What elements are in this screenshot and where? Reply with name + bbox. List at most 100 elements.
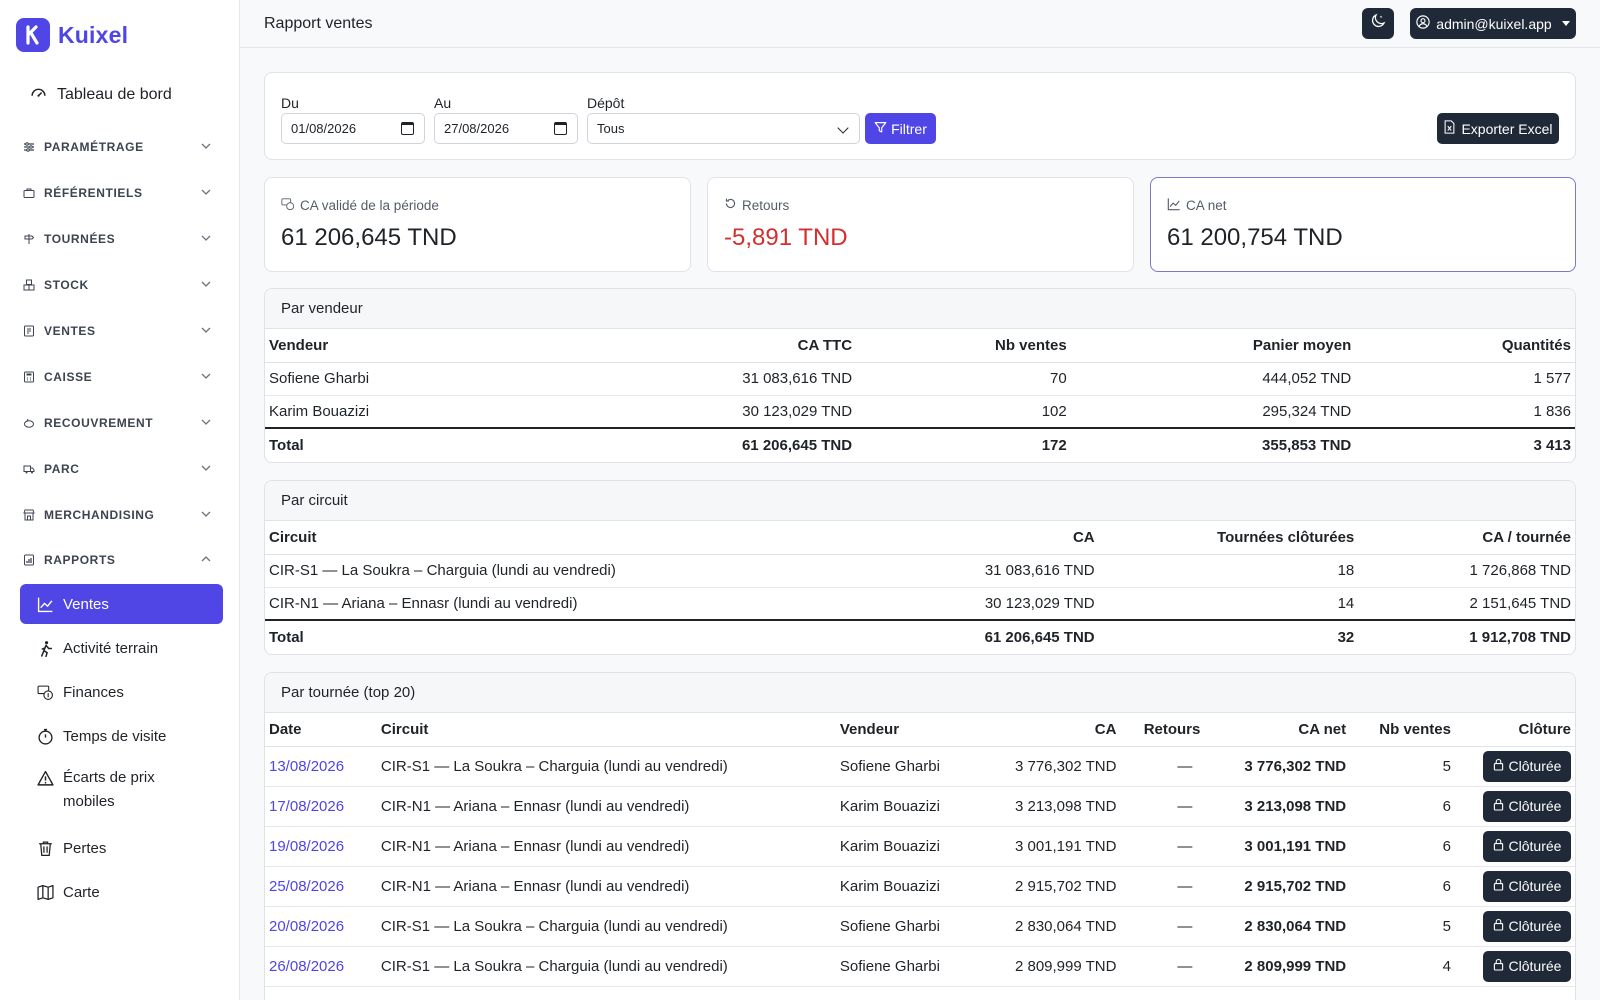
sidebar-section-stock[interactable]: STOCK	[22, 274, 218, 296]
sidebar-item-ecarts-prix[interactable]: Écarts de prix mobiles	[20, 762, 210, 814]
sidebar-section-tournees[interactable]: TOURNÉES	[22, 228, 218, 250]
sidebar-item-label: Pertes	[63, 839, 107, 857]
col-header[interactable]: Nb ventes	[1350, 713, 1455, 747]
col-header[interactable]: Vendeur	[265, 329, 465, 363]
cell-vendeur: Karim Bouazizi	[835, 786, 1006, 827]
sidebar-item-label: Ventes	[63, 595, 109, 613]
col-header[interactable]: CA TTC	[464, 329, 857, 363]
cell-retours: —	[1120, 866, 1205, 907]
sidebar-section-referentiels[interactable]: RÉFÉRENTIELS	[22, 182, 218, 204]
table-row: 20/08/2026 CIR-S1 — La Soukra – Charguia…	[265, 906, 1575, 947]
cell: 172	[856, 427, 1071, 461]
cell: 1 836	[1355, 395, 1575, 429]
table-row: 17/08/2026 CIR-N1 — Ariana – Ennasr (lun…	[265, 786, 1575, 827]
date-to-input[interactable]: 27/08/2026	[434, 113, 578, 144]
kpi-value: 61 200,754 TND	[1167, 224, 1343, 251]
section-label: STOCK	[44, 278, 89, 292]
col-header[interactable]: Tournées clôturées	[1098, 521, 1359, 555]
filter-button[interactable]: Filtrer	[865, 113, 936, 144]
cloture-label: Clôturée	[1508, 838, 1562, 854]
sidebar-section-ventes[interactable]: VENTES	[22, 320, 218, 342]
theme-toggle-button[interactable]	[1362, 8, 1394, 39]
export-excel-button[interactable]: Exporter Excel	[1437, 113, 1559, 144]
cell-vendeur: Sofiene Gharbi	[835, 946, 1006, 987]
col-header[interactable]: Nb ventes	[856, 329, 1071, 363]
calendar-icon[interactable]	[401, 122, 414, 135]
table-row: 25/08/2026 CIR-N1 — Ariana – Ennasr (lun…	[265, 866, 1575, 907]
cloture-button[interactable]: Clôturée	[1483, 870, 1571, 902]
cloture-button[interactable]: Clôturée	[1483, 950, 1571, 982]
cell-circuit: CIR-N1 — Ariana – Ennasr (lundi au vendr…	[376, 786, 836, 827]
table-row: 26/08/2026 CIR-S1 — La Soukra – Charguia…	[265, 946, 1575, 987]
sidebar-item-dashboard[interactable]: Tableau de bord	[30, 84, 172, 106]
sidebar-item-activite-terrain[interactable]: Activité terrain	[20, 628, 223, 668]
sidebar-item-pertes[interactable]: Pertes	[20, 828, 223, 868]
filter-button-label: Filtrer	[891, 120, 927, 137]
sidebar-item-label: Activité terrain	[63, 639, 159, 657]
cell-cloture: Clôturée	[1455, 946, 1575, 987]
date-link[interactable]: 20/08/2026	[265, 906, 377, 947]
section-label: TOURNÉES	[44, 232, 116, 246]
sidebar-item-carte[interactable]: Carte	[20, 872, 223, 912]
date-link[interactable]: 19/08/2026	[265, 826, 377, 867]
col-header[interactable]: Vendeur	[835, 713, 1006, 747]
sidebar-section-merchandising[interactable]: MERCHANDISING	[22, 504, 218, 526]
section-label: PARAMÉTRAGE	[44, 140, 144, 154]
stopwatch-icon	[36, 727, 54, 745]
cloture-button[interactable]: Clôturée	[1483, 750, 1571, 782]
col-header[interactable]: Date	[265, 713, 377, 747]
date-link[interactable]: 25/08/2026	[265, 866, 377, 907]
par-vendeur-table: Vendeur CA TTC Nb ventes Panier moyen Qu…	[265, 329, 1575, 461]
col-header[interactable]: Quantités	[1355, 329, 1575, 363]
sidebar-item-ventes[interactable]: Ventes	[20, 584, 223, 624]
chevron-down-icon	[837, 122, 849, 134]
sidebar-section-parc[interactable]: PARC	[22, 458, 218, 480]
sidebar-section-recouvrement[interactable]: RECOUVREMENT	[22, 412, 218, 434]
sidebar-section-rapports[interactable]: RAPPORTS	[22, 549, 218, 571]
cloture-button[interactable]: Clôturée	[1483, 790, 1571, 822]
cell: 30 123,029 TND	[464, 395, 857, 429]
table-row: CIR-S1 — La Soukra – Charguia (lundi au …	[265, 554, 1575, 588]
cloture-button[interactable]: Clôturée	[1483, 830, 1571, 862]
date-link[interactable]: 17/08/2026	[265, 786, 377, 827]
kpi-label: CA validé de la période	[281, 197, 439, 214]
col-header[interactable]: CA / tournée	[1358, 521, 1575, 555]
cell: 18	[1098, 554, 1359, 588]
sidebar-section-parametrage[interactable]: PARAMÉTRAGE	[22, 136, 218, 158]
section-label: PARC	[44, 462, 80, 476]
sidebar-item-temps-visite[interactable]: Temps de visite	[20, 716, 223, 756]
sidebar-section-caisse[interactable]: CAISSE	[22, 366, 218, 388]
chevron-down-icon	[201, 143, 211, 149]
sidebar-item-finances[interactable]: Finances	[20, 672, 223, 712]
date-link[interactable]: 13/08/2026	[265, 746, 377, 787]
col-header[interactable]: Circuit	[265, 521, 745, 555]
col-header[interactable]: CA net	[1204, 713, 1351, 747]
section-title: Par tournée (top 20)	[265, 673, 1575, 713]
section-label: RECOUVREMENT	[44, 416, 154, 430]
date-link[interactable]: 26/08/2026	[265, 946, 377, 987]
kpi-label: Retours	[724, 197, 789, 213]
cell-nb-ventes: 6	[1350, 866, 1455, 907]
col-header[interactable]: Panier moyen	[1070, 329, 1356, 363]
lock-icon	[1493, 758, 1504, 774]
depot-select[interactable]: Tous	[587, 113, 860, 144]
cell-ca-net: 2 809,999 TND	[1204, 946, 1351, 987]
cloture-button[interactable]: Clôturée	[1483, 910, 1571, 942]
kpi-label: CA net	[1167, 197, 1227, 214]
col-header[interactable]: Retours	[1120, 713, 1205, 747]
brand[interactable]: Kuixel	[16, 18, 128, 52]
user-menu-button[interactable]: admin@kuixel.app	[1410, 8, 1576, 39]
col-header[interactable]: Circuit	[376, 713, 836, 747]
col-header[interactable]: CA	[744, 521, 1099, 555]
col-header[interactable]: CA	[1005, 713, 1121, 747]
total-row: Total 61 206,645 TND 32 1 912,708 TND	[265, 619, 1575, 653]
cell-ca-net: 2 830,064 TND	[1204, 906, 1351, 947]
cell-ca-net: 3 001,191 TND	[1204, 826, 1351, 867]
user-circle-icon	[1416, 15, 1430, 32]
cell-circuit: CIR-S1 — La Soukra – Charguia (lundi au …	[376, 946, 836, 987]
col-header[interactable]: Clôture	[1455, 713, 1575, 747]
chart-line-icon	[36, 595, 54, 613]
date-from-input[interactable]: 01/08/2026	[281, 113, 425, 144]
calendar-icon[interactable]	[554, 122, 567, 135]
cell: 14	[1098, 587, 1359, 621]
